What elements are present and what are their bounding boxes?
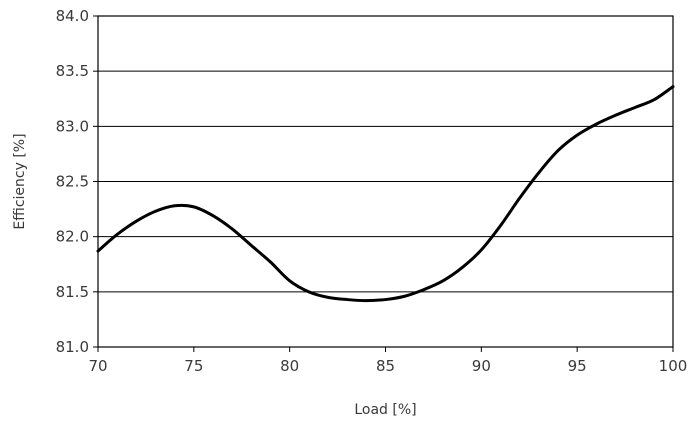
- y-axis-label: Efficiency [%]: [12, 133, 28, 229]
- y-tick-label: 84.0: [56, 7, 89, 25]
- x-tick-label: 80: [280, 357, 299, 375]
- y-axis-ticks: 81.0 81.5 82.0 82.5 83.0 83.5 84.0: [56, 7, 98, 356]
- y-tick-label: 82.5: [56, 173, 89, 191]
- x-tick-label: 95: [568, 357, 587, 375]
- y-tick-label: 81.5: [56, 283, 89, 301]
- x-tick-label: 100: [659, 357, 688, 375]
- x-tick-label: 90: [472, 357, 491, 375]
- x-tick-label: 75: [184, 357, 203, 375]
- x-axis-label: Load [%]: [354, 402, 416, 418]
- y-tick-label: 83.5: [56, 62, 89, 80]
- x-tick-label: 85: [376, 357, 395, 375]
- x-tick-label: 70: [88, 357, 107, 375]
- efficiency-series-line: [96, 85, 675, 303]
- grid-lines: [98, 15, 673, 348]
- y-tick-label: 83.0: [56, 117, 89, 135]
- y-tick-label: 82.0: [56, 228, 89, 246]
- y-tick-label: 81.0: [56, 338, 89, 356]
- x-axis-ticks: 70 75 80 85 90 95 100: [88, 347, 687, 375]
